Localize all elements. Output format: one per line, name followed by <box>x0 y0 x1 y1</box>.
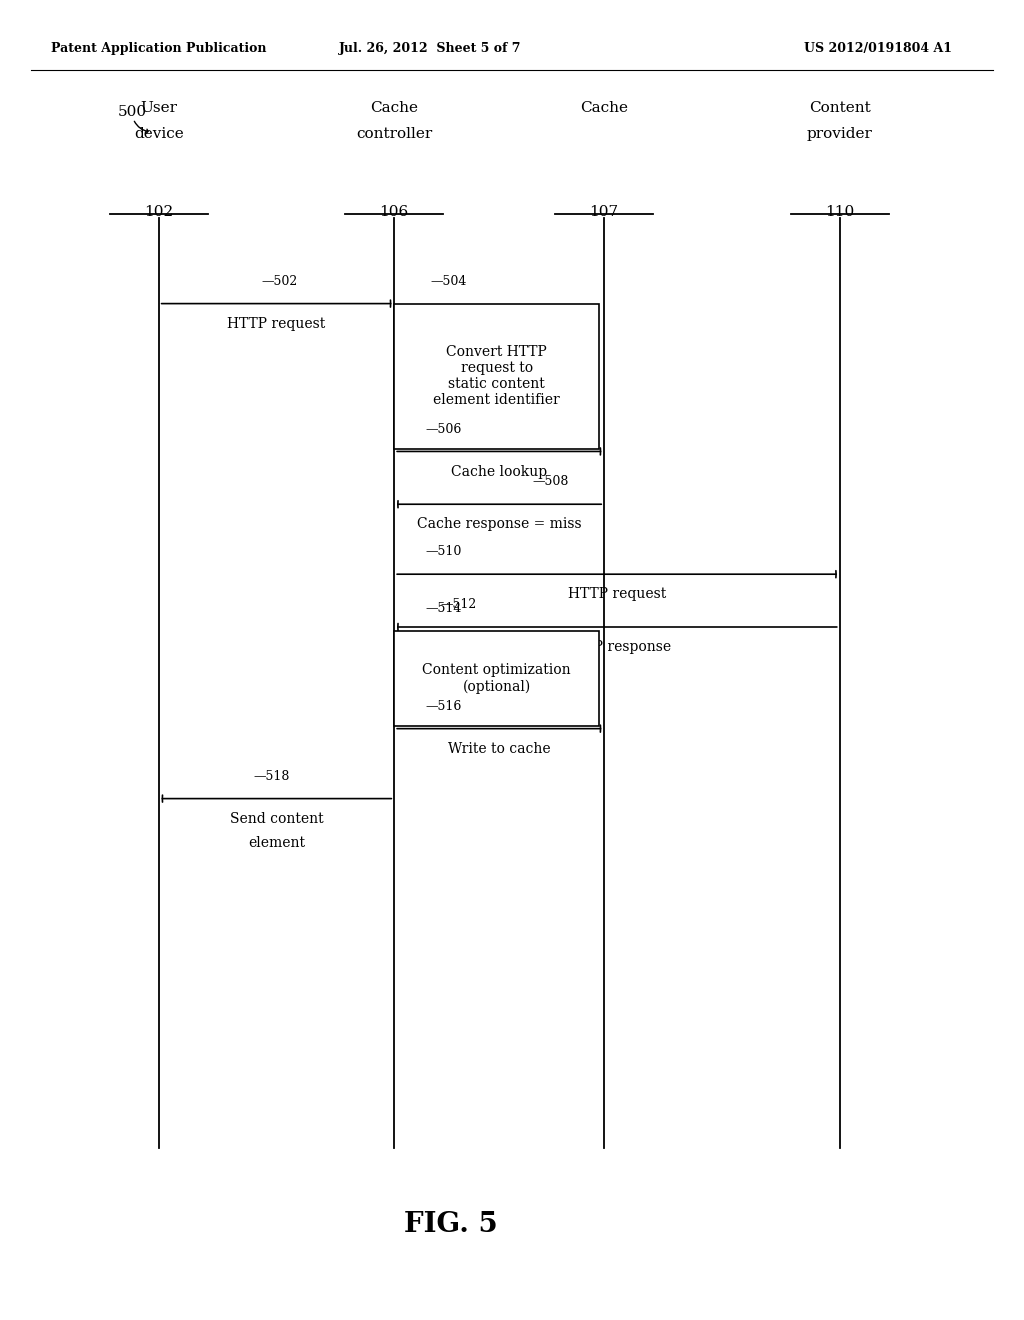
Bar <box>394 304 599 449</box>
Text: Cache: Cache <box>371 100 418 115</box>
Text: Cache lookup: Cache lookup <box>452 465 547 479</box>
Text: —510: —510 <box>425 545 462 558</box>
Text: —516: —516 <box>425 700 462 713</box>
Text: Content optimization
(optional): Content optimization (optional) <box>422 663 571 694</box>
Text: HTTP response: HTTP response <box>563 640 671 655</box>
Text: 500: 500 <box>118 106 146 119</box>
Text: —502: —502 <box>261 275 297 288</box>
Text: Jul. 26, 2012  Sheet 5 of 7: Jul. 26, 2012 Sheet 5 of 7 <box>339 42 521 55</box>
Text: Cache response = miss: Cache response = miss <box>417 517 582 532</box>
Text: User: User <box>140 100 177 115</box>
Text: device: device <box>134 127 183 141</box>
Text: Write to cache: Write to cache <box>447 742 551 756</box>
Text: FIG. 5: FIG. 5 <box>403 1212 498 1238</box>
Text: 106: 106 <box>380 205 409 219</box>
Text: 107: 107 <box>590 205 618 219</box>
Text: Convert HTTP
request to
static content
element identifier: Convert HTTP request to static content e… <box>433 345 560 408</box>
Text: HTTP request: HTTP request <box>227 317 326 331</box>
Text: —518: —518 <box>254 770 291 783</box>
Text: Send content: Send content <box>229 812 324 826</box>
Text: provider: provider <box>807 127 872 141</box>
Text: Patent Application Publication: Patent Application Publication <box>51 42 266 55</box>
Text: US 2012/0191804 A1: US 2012/0191804 A1 <box>804 42 952 55</box>
Text: element: element <box>248 836 305 850</box>
Text: 102: 102 <box>144 205 173 219</box>
Text: HTTP request: HTTP request <box>568 587 666 602</box>
Text: —512: —512 <box>440 598 476 611</box>
Text: 110: 110 <box>825 205 854 219</box>
Text: —514: —514 <box>425 602 462 615</box>
Text: —504: —504 <box>430 275 467 288</box>
Text: controller: controller <box>356 127 432 141</box>
Bar <box>394 631 599 726</box>
Text: Content: Content <box>809 100 870 115</box>
Text: —506: —506 <box>425 422 462 436</box>
Text: —508: —508 <box>532 475 569 488</box>
Text: Cache: Cache <box>581 100 628 115</box>
